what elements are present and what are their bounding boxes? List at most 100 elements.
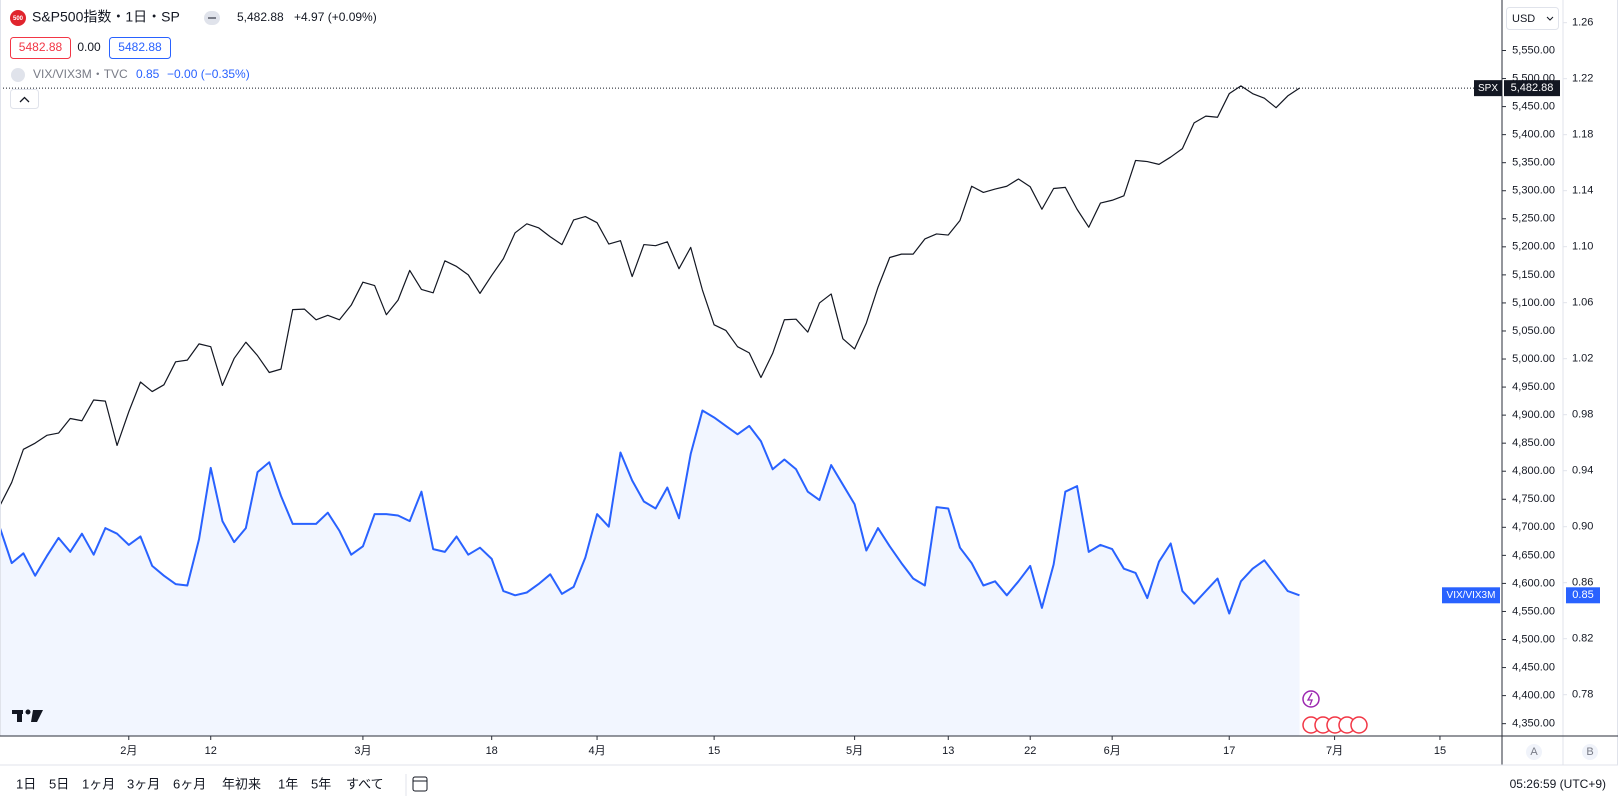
y-tick-label: 5,000.00	[1512, 353, 1555, 365]
series-name-tag	[1442, 587, 1500, 604]
compare-icon	[11, 68, 25, 82]
x-tick-label: 15	[708, 745, 720, 757]
y-tick-label: 4,950.00	[1512, 381, 1555, 393]
y2-tick-label: 1.14	[1572, 185, 1593, 197]
y-tick-label: 5,250.00	[1512, 213, 1555, 225]
range-button[interactable]: すべて	[346, 776, 384, 791]
y-tick-label: 4,900.00	[1512, 409, 1555, 421]
last-value-tag	[1504, 80, 1560, 97]
sell-box[interactable]	[10, 37, 71, 59]
y-tick-label: 4,450.00	[1512, 661, 1555, 673]
y-tick-label: 4,500.00	[1512, 633, 1555, 645]
y-tick-label: 5,300.00	[1512, 185, 1555, 197]
y2-tick-label: 0.98	[1572, 409, 1593, 421]
compare-name[interactable]: VIX/VIX3M・TVC	[33, 67, 128, 81]
y2-tick-label: 1.02	[1572, 353, 1593, 365]
y-tick-label: 4,600.00	[1512, 577, 1555, 589]
y-tick-label: 5,150.00	[1512, 269, 1555, 281]
price-change: +4.97 (+0.09%)	[294, 10, 377, 24]
logo	[12, 709, 43, 722]
range-button[interactable]: 1ヶ月	[82, 776, 115, 791]
y2-tick-label: 1.18	[1572, 129, 1593, 141]
series-line	[0, 85, 1300, 506]
series-area	[0, 410, 1300, 736]
compare-value: 0.85	[136, 67, 160, 81]
y-tick-label: 4,750.00	[1512, 493, 1555, 505]
y-tick-label: 5,450.00	[1512, 100, 1555, 112]
y-tick-label: 4,700.00	[1512, 521, 1555, 533]
y-tick-label: 4,650.00	[1512, 549, 1555, 561]
symbol-icon	[10, 10, 26, 26]
series-name-tag-label: SPX	[1478, 83, 1498, 94]
y2-tick-label: 1.10	[1572, 241, 1593, 253]
toolbar: 05:26:59 (UTC+9) 1日 5日 1ヶ月 3ヶ月 6ヶ月 年初来 1年 5年 すべて	[16, 774, 1606, 796]
last-value-label: 5,482.88	[1511, 82, 1554, 94]
scale-button[interactable]	[1526, 744, 1542, 760]
x-tick-label: 5月	[846, 745, 863, 757]
x-tick-label: 4月	[588, 745, 605, 757]
sell-price[interactable]: 5482.88	[19, 40, 63, 54]
buy-box[interactable]	[109, 37, 171, 59]
y-tick-label: 4,350.00	[1512, 718, 1555, 730]
range-button[interactable]: 5年	[311, 776, 331, 791]
y-tick-label: 5,350.00	[1512, 157, 1555, 169]
event-icon[interactable]	[1302, 690, 1320, 708]
buy-price[interactable]: 5482.88	[118, 40, 162, 54]
logo-part	[17, 710, 22, 722]
event-flag[interactable]	[1350, 716, 1368, 734]
x-tick-label: 18	[486, 745, 498, 757]
spread: 0.00	[77, 40, 101, 54]
x-tick-label: 6月	[1104, 745, 1121, 757]
y-tick-label: 4,850.00	[1512, 437, 1555, 449]
logo-part	[25, 709, 31, 715]
collapse-button[interactable]	[10, 89, 39, 109]
event-icon-glyph	[1306, 692, 1313, 706]
currency-label[interactable]: USD	[1512, 13, 1535, 25]
scale-a[interactable]: A	[1530, 746, 1538, 758]
x-tick-label: 12	[205, 745, 217, 757]
range-button[interactable]: 年初来	[222, 776, 261, 791]
logo-part	[31, 710, 43, 722]
range-button[interactable]: 3ヶ月	[127, 776, 160, 791]
y2-tick-label: 0.78	[1572, 689, 1593, 701]
range-button[interactable]: 6ヶ月	[173, 776, 206, 791]
y2-tick-label: 1.06	[1572, 297, 1593, 309]
y-tick-label: 5,200.00	[1512, 241, 1555, 253]
series-name-tag	[1474, 80, 1502, 97]
y2-tick-label: 0.90	[1572, 521, 1593, 533]
range-button[interactable]: 1年	[278, 776, 298, 791]
currency-select[interactable]	[1506, 7, 1559, 30]
compare-change: −0.00 (−0.35%)	[167, 67, 250, 81]
scale-b[interactable]: B	[1586, 746, 1593, 758]
x-tick-label: 13	[942, 745, 954, 757]
x-tick-label: 7月	[1326, 745, 1343, 757]
scale-button[interactable]	[1582, 744, 1598, 760]
axes: 4,350.00 4,400.00 4,450.00 4,500.00 4,550.00…	[120, 17, 1600, 757]
range-button[interactable]: 5日	[49, 776, 69, 791]
y-tick-label: 4,400.00	[1512, 690, 1555, 702]
y2-tick-label: 1.22	[1572, 73, 1593, 85]
y-tick-label: 4,550.00	[1512, 605, 1555, 617]
dropdown-arrow	[1546, 16, 1554, 21]
y-tick-label: 4,800.00	[1512, 465, 1555, 477]
symbol-icon-text: 500	[13, 16, 24, 22]
y-tick-label: 5,400.00	[1512, 129, 1555, 141]
series-name-tag-label: VIX/VIX3M	[1447, 590, 1496, 601]
x-tick-label: 22	[1024, 745, 1036, 757]
last-value-label: 0.85	[1572, 589, 1593, 601]
symbol-title[interactable]: S&P500指数・1日・SP	[32, 9, 180, 25]
y-tick-label: 5,100.00	[1512, 297, 1555, 309]
plot-area	[0, 85, 1502, 736]
y2-tick-label: 0.94	[1572, 465, 1593, 477]
range-button[interactable]: 1日	[16, 776, 36, 791]
events	[1302, 690, 1368, 734]
y2-tick-label: 0.86	[1572, 577, 1593, 589]
calendar-icon[interactable]	[412, 776, 428, 792]
last-value-tag	[1566, 587, 1600, 604]
last-price: 5,482.88	[237, 10, 284, 24]
y-tick-label: 5,050.00	[1512, 325, 1555, 337]
legend: 500 S&P500指数・1日・SP 5,482.88 +4.97 (+0.09…	[10, 9, 377, 109]
